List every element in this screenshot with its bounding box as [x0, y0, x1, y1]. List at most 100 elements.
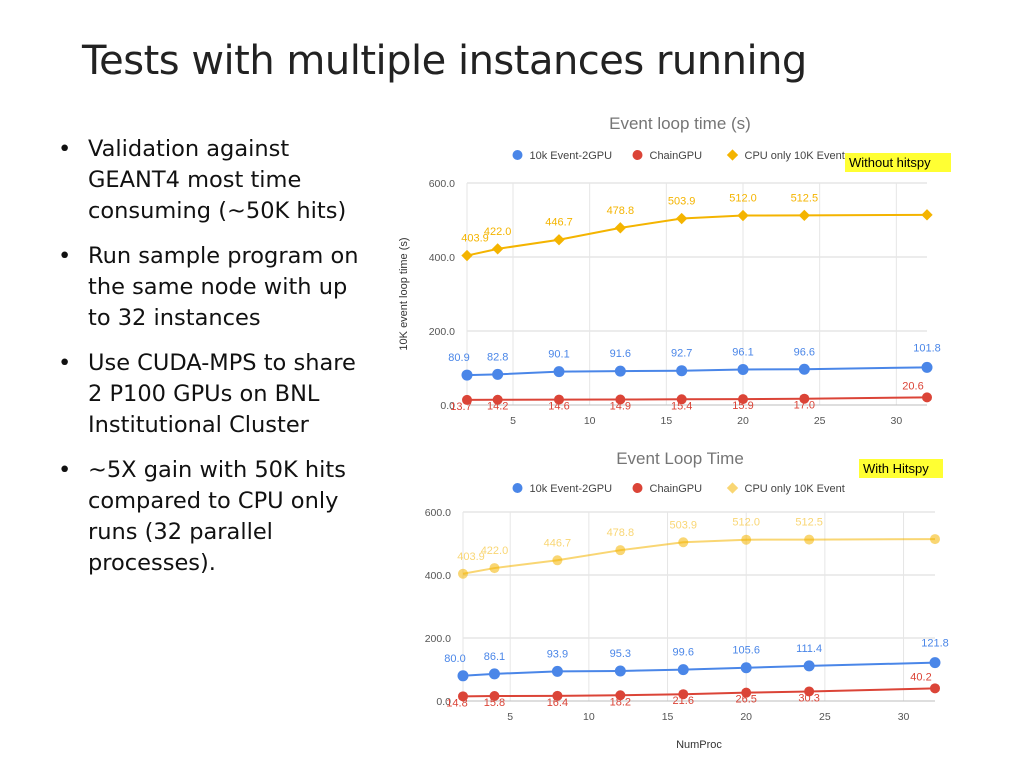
series-line	[466, 366, 928, 377]
data-label: 446.7	[545, 217, 573, 229]
y-tick-label: 400.0	[429, 252, 455, 264]
data-point	[804, 534, 815, 545]
x-tick-label: 20	[740, 711, 752, 723]
data-label: 403.9	[461, 233, 489, 245]
data-point	[678, 537, 689, 548]
y-tick-label: 0.0	[436, 696, 451, 708]
bullet-marker: •	[58, 457, 72, 483]
bullet-item: • Use CUDA-MPS to share 2 P100 GPUs on BN…	[58, 348, 368, 441]
data-point	[677, 664, 689, 676]
legend-label: CPU only 10K Event	[745, 150, 845, 162]
legend-label: 10k Event-2GPU	[530, 150, 613, 162]
x-axis-title: NumProc	[676, 739, 722, 751]
data-point	[804, 686, 815, 697]
data-label: 422.0	[481, 545, 509, 557]
bullet-item: • Validation against GEANT4 most time con…	[58, 134, 368, 227]
data-label: 16.4	[547, 697, 568, 709]
bullet-marker: •	[58, 350, 72, 376]
data-point	[615, 545, 626, 556]
chart-badge: Without hitspy	[849, 155, 931, 170]
legend-marker-icon	[512, 483, 523, 493]
data-label: 512.5	[791, 192, 819, 204]
chart-without-hitspy: Event loop time (s) 10k Event-2GPU ChainGP…	[395, 105, 965, 435]
x-tick-label: 10	[583, 711, 595, 723]
badge-highlight	[845, 153, 951, 172]
y-tick-label: 200.0	[429, 326, 455, 338]
bullet-marker: •	[58, 136, 72, 162]
legend-label: CPU only 10K Event	[745, 483, 845, 495]
data-point	[461, 249, 473, 262]
y-tick-label: 600.0	[425, 507, 451, 519]
data-label: 20.6	[902, 380, 923, 392]
y-tick-label: 200.0	[425, 633, 451, 645]
legend-label: ChainGPU	[650, 483, 703, 495]
data-point	[741, 687, 752, 698]
data-label: 96.1	[732, 346, 753, 358]
x-tick-label: 30	[898, 711, 910, 723]
data-point	[930, 683, 940, 694]
legend-marker-icon	[512, 150, 523, 160]
y-tick-label: 400.0	[425, 570, 451, 582]
legend-label: ChainGPU	[650, 150, 703, 162]
data-label: 503.9	[670, 519, 698, 531]
data-point	[803, 660, 815, 672]
x-tick-label: 15	[662, 711, 674, 723]
data-label: 15.9	[732, 400, 753, 412]
data-label: 422.0	[484, 226, 512, 238]
data-point	[614, 222, 626, 234]
data-point	[921, 209, 933, 221]
bullet-item: • Run sample program on the same node wit…	[58, 241, 368, 334]
data-point	[798, 363, 810, 375]
bullet-text: Run sample program on the same node with…	[88, 243, 359, 331]
data-point	[615, 394, 626, 405]
data-point	[553, 366, 565, 378]
bullet-text: Validation against GEANT4 most time cons…	[88, 136, 347, 224]
data-point	[737, 363, 749, 375]
data-label: 18.2	[610, 696, 631, 708]
data-label: 478.8	[607, 205, 635, 217]
data-label: 512.0	[732, 517, 760, 529]
data-point	[554, 394, 564, 405]
data-label: 15.8	[484, 697, 505, 709]
data-label: 82.8	[487, 351, 508, 363]
data-point	[676, 394, 687, 405]
data-point	[462, 394, 472, 405]
data-point	[458, 691, 468, 702]
y-axis-title: 10K event loop time (s)	[398, 237, 410, 350]
data-label: 93.9	[547, 648, 568, 660]
y-tick-label: 0.0	[440, 400, 455, 412]
data-point	[929, 657, 941, 669]
x-tick-label: 5	[507, 711, 513, 723]
series-line	[466, 396, 928, 401]
chart-svg: Event Loop Time 10k Event-2GPU ChainGPU CPU…	[425, 449, 949, 751]
bullet-list: • Validation against GEANT4 most time con…	[58, 134, 368, 593]
data-label: 17.0	[794, 400, 815, 412]
y-tick-label: 600.0	[429, 178, 455, 190]
data-point	[737, 209, 749, 222]
x-tick-label: 10	[584, 415, 596, 427]
chart-badge: With Hitspy	[863, 461, 929, 476]
data-point	[489, 691, 500, 702]
data-point	[741, 534, 752, 545]
data-point	[553, 234, 565, 246]
x-tick-label: 5	[510, 415, 516, 427]
chart-with-hitspy: Event Loop Time 10k Event-2GPU ChainGPU CPU…	[395, 442, 965, 754]
data-label: 99.6	[673, 647, 694, 659]
data-label: 80.0	[444, 653, 465, 665]
data-label: 92.7	[671, 348, 692, 360]
badge-highlight	[859, 459, 943, 478]
data-point	[676, 365, 688, 377]
data-label: 512.0	[729, 193, 757, 205]
data-point	[798, 209, 810, 222]
x-tick-label: 30	[890, 415, 902, 427]
data-label: 86.1	[484, 651, 505, 663]
x-tick-label: 25	[814, 415, 826, 427]
data-point	[678, 689, 689, 700]
legend-marker-icon	[726, 149, 739, 161]
data-point	[676, 212, 688, 225]
data-label: 15.4	[671, 400, 692, 412]
data-label: 121.8	[921, 638, 949, 650]
data-label: 26.5	[735, 694, 756, 706]
data-label: 21.6	[673, 695, 694, 707]
data-point	[738, 394, 748, 405]
